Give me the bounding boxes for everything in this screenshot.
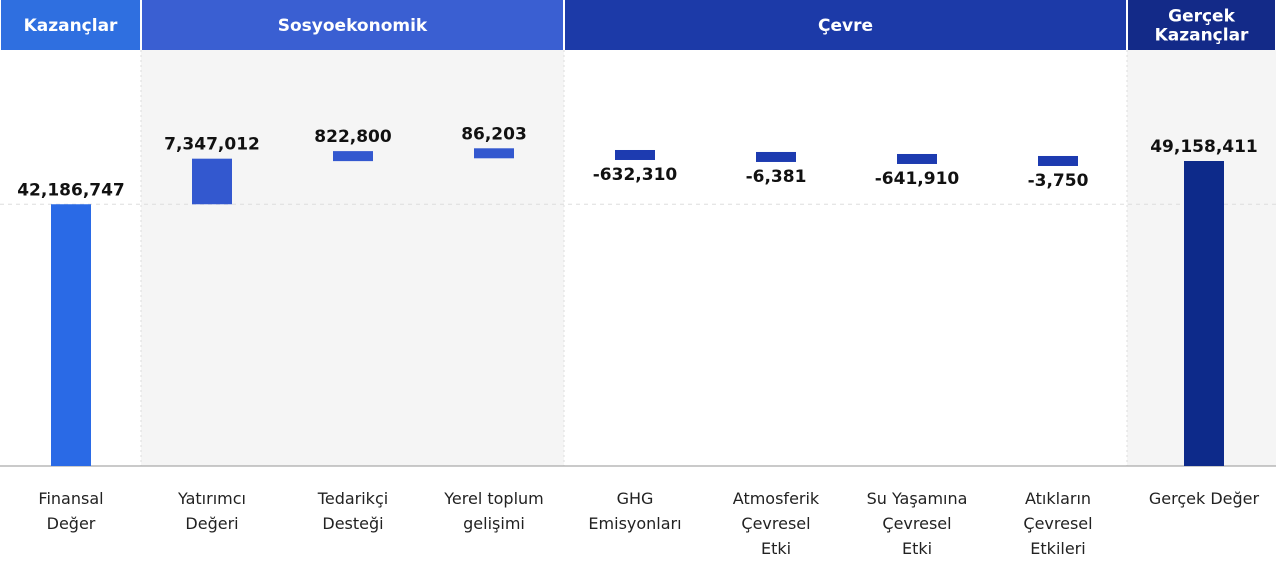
data-label-6: -641,910 — [875, 169, 960, 189]
category-label-5: Atmosferik Çevresel Etki — [733, 489, 820, 558]
data-label-5: -6,381 — [746, 167, 807, 187]
data-label-8: 49,158,411 — [1150, 137, 1258, 157]
data-label-1: 7,347,012 — [164, 135, 260, 155]
bar-0 — [51, 204, 91, 466]
group-header-0 — [1, 0, 140, 50]
category-label-4: GHG Emisyonları — [588, 489, 681, 533]
group-header-label-0: Kazançlar — [24, 16, 118, 36]
bar-3 — [474, 148, 514, 159]
category-label-0: Finansal Değer — [38, 489, 103, 533]
data-label-0: 42,186,747 — [17, 180, 125, 200]
category-label-6: Su Yaşamına Çevresel Etki — [867, 489, 968, 558]
group-header-2 — [565, 0, 1126, 50]
group-header-label-2: Çevre — [818, 16, 873, 36]
bar-1 — [192, 158, 232, 205]
data-label-3: 86,203 — [461, 124, 527, 144]
group-header-label-1: Sosyoekonomik — [278, 16, 428, 36]
category-label-3: Yerel toplum gelişimi — [443, 489, 543, 533]
bar-5 — [756, 151, 796, 162]
group-header-label-3: Gerçek Kazançlar — [1155, 7, 1249, 46]
category-label-1: Yatırımcı Değeri — [177, 489, 246, 533]
category-label-7: Atıkların Çevresel Etkileri — [1023, 489, 1092, 558]
group-background-1 — [141, 50, 564, 466]
bar-4 — [615, 149, 655, 160]
bar-8 — [1184, 161, 1224, 466]
data-label-4: -632,310 — [593, 165, 678, 185]
bar-2 — [333, 151, 373, 162]
group-header-3 — [1128, 0, 1275, 50]
bar-7 — [1038, 155, 1078, 166]
category-label-2: Tedarikçi Desteği — [317, 489, 388, 533]
category-label-8: Gerçek Değer — [1149, 489, 1260, 508]
bar-6 — [897, 153, 937, 164]
data-label-2: 822,800 — [314, 127, 392, 147]
data-label-7: -3,750 — [1028, 171, 1089, 191]
group-background-2 — [564, 50, 1127, 466]
group-header-1 — [142, 0, 563, 50]
